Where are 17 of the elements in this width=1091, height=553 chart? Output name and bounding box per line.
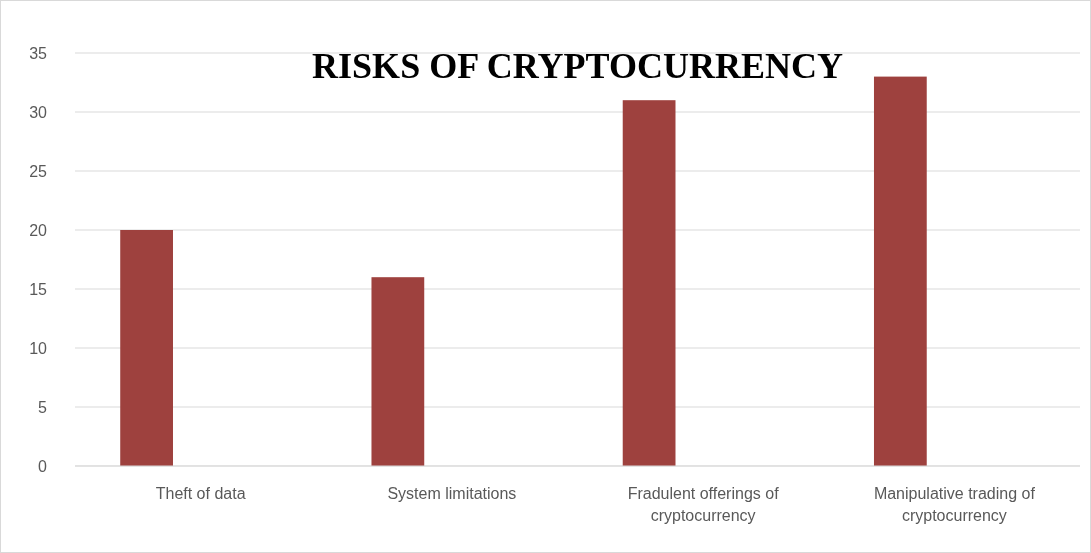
bar [873, 76, 927, 466]
y-tick-label: 10 [29, 339, 48, 357]
chart-title: RISKS OF CRYPTOCURRENCY [312, 46, 843, 86]
x-tick-label: System limitations [387, 485, 517, 502]
x-tick-label: Fradulent offerings of cryptocurrency [627, 485, 780, 524]
y-tick-label: 35 [29, 44, 48, 62]
bar [371, 277, 425, 466]
y-tick-label: 15 [29, 280, 48, 298]
y-tick-label: 5 [38, 398, 48, 416]
y-tick-label: 25 [29, 162, 48, 180]
y-tick-label: 20 [29, 221, 48, 239]
bar [120, 230, 173, 466]
y-tick-label: 0 [38, 457, 48, 475]
y-tick-label: 30 [29, 103, 48, 121]
x-tick-label: Manipulative trading of cryptocurrency [873, 485, 1036, 524]
bar [622, 100, 676, 466]
x-tick-label: Theft of data [155, 485, 246, 502]
